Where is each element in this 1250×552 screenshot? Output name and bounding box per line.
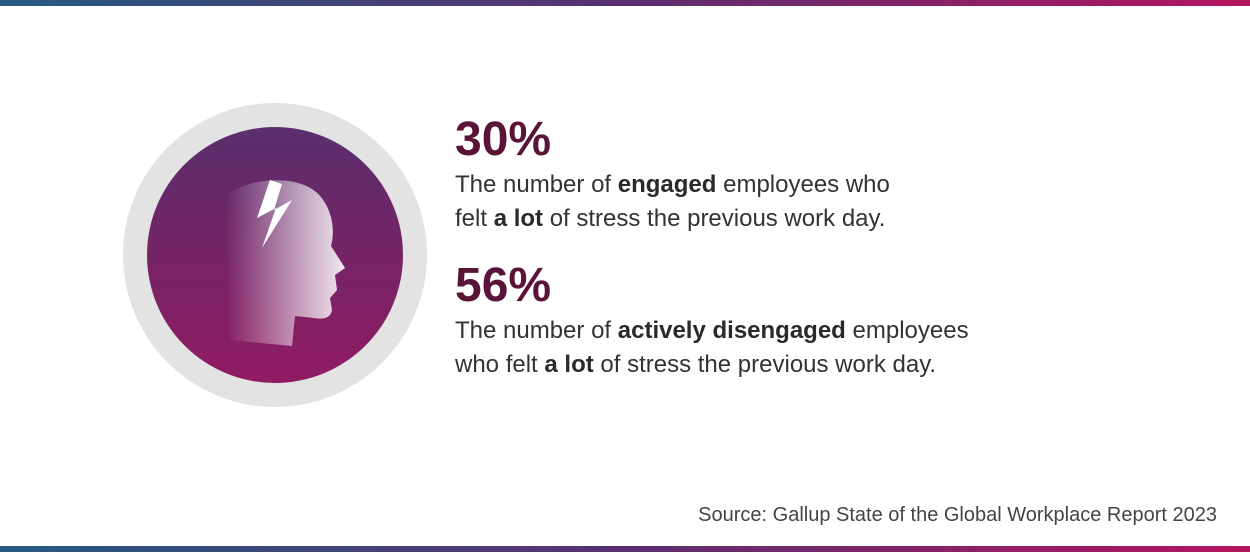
stat-text: The number of engaged employees who <box>455 168 969 202</box>
stat: 56% The number of actively disengaged emp… <box>455 258 969 382</box>
lightning <box>257 180 292 248</box>
text: The number of <box>455 317 618 344</box>
text: employees who <box>716 171 890 198</box>
bottom-bar <box>0 546 1250 552</box>
stat-text: The number of actively disengaged employ… <box>455 314 969 348</box>
text: felt <box>455 205 494 232</box>
text: of stress the previous work day. <box>543 205 886 232</box>
stat-value: 30% <box>455 113 552 166</box>
emphasis: a lot <box>544 351 594 378</box>
emphasis: actively disengaged <box>617 317 846 344</box>
text: employees <box>845 317 969 344</box>
stat-text: felt a lot of stress the previous work d… <box>455 202 969 236</box>
top-bar <box>0 0 1250 6</box>
stat-value: 56% <box>455 259 552 312</box>
stats: 30% The number of engaged employees who fe… <box>455 112 969 404</box>
icon <box>123 103 427 407</box>
emphasis: engaged <box>617 171 717 198</box>
text: of stress the previous work day. <box>593 351 937 378</box>
stat-text: who felt a lot of stress the previous wo… <box>455 348 969 382</box>
text: The number of <box>455 171 618 198</box>
source: Source: Gallup State of the Global Workp… <box>698 504 1217 526</box>
stat: 30% The number of engaged employees who fe… <box>455 112 969 236</box>
text: who felt <box>455 351 545 378</box>
head <box>226 180 345 346</box>
emphasis: a lot <box>493 205 544 232</box>
